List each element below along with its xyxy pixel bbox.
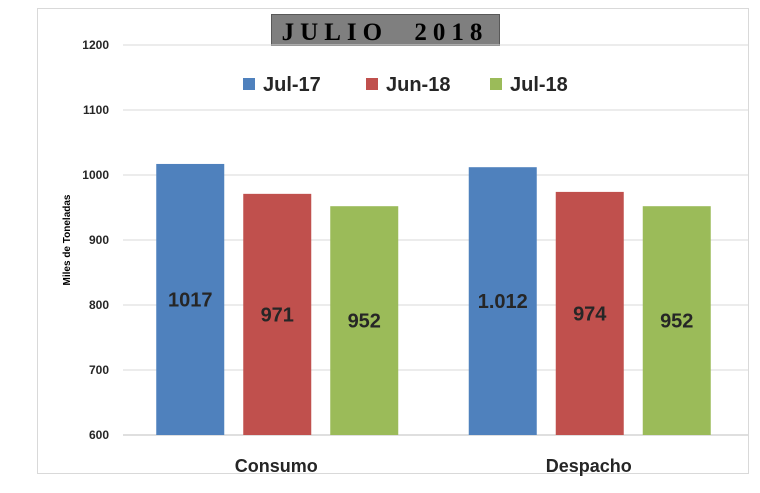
data-label: 1.012: [478, 291, 528, 313]
x-category-label: Consumo: [235, 456, 318, 476]
data-label: 952: [348, 311, 381, 333]
bar-jun-18-consumo: [243, 193, 312, 435]
chart-title: JULIO 2018: [282, 19, 489, 46]
y-tick-label: 1200: [82, 38, 109, 52]
data-label: 971: [261, 304, 294, 326]
y-tick-label: 600: [89, 428, 109, 442]
data-label: 1017: [168, 289, 213, 311]
legend-swatch-jun-18: [366, 78, 378, 90]
bar-jul-17-consumo: [156, 163, 225, 435]
y-tick-label: 800: [89, 298, 109, 312]
bar-jul-17-despacho: [468, 167, 537, 435]
chart-frame: [37, 8, 749, 474]
chart-title-year: 2018: [414, 19, 488, 46]
legend-label: Jul-18: [510, 74, 568, 96]
y-axis-label: Miles de Toneladas: [62, 194, 73, 285]
legend-swatch-jul-17: [243, 78, 255, 90]
x-category-label: Despacho: [546, 456, 632, 476]
legend-label: Jun-18: [386, 74, 450, 96]
legend-label: Jul-17: [263, 74, 321, 96]
y-tick-label: 700: [89, 363, 109, 377]
bar-jun-18-despacho: [555, 191, 624, 435]
bar-jul-18-despacho: [642, 206, 711, 435]
bar-jul-18-consumo: [330, 206, 399, 435]
y-tick-label: 1000: [82, 168, 109, 182]
y-tick-label: 1100: [83, 103, 109, 117]
y-tick-label: 900: [89, 233, 109, 247]
data-label: 974: [573, 303, 607, 325]
chart-title-month: JULIO: [282, 19, 388, 46]
data-label: 952: [660, 311, 693, 333]
legend-swatch-jul-18: [490, 78, 502, 90]
